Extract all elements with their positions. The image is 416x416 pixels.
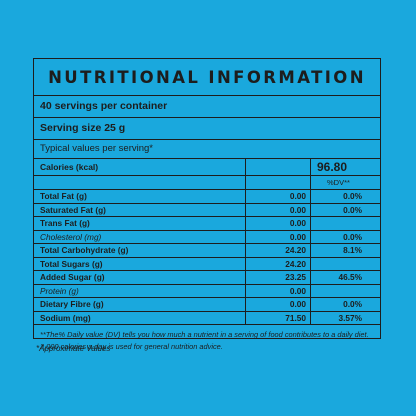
nutrient-value: 24.20: [246, 257, 311, 270]
calories-spacer: [246, 159, 311, 175]
nutrient-name: Total Carbohydrate (g): [34, 244, 246, 257]
nutrient-row: Protein (g) 0.00: [34, 284, 380, 298]
panel-title: NUTRITIONAL INFORMATION: [34, 59, 380, 96]
nutrient-value: 0.00: [246, 217, 311, 230]
nutrient-value: 0.00: [246, 298, 311, 311]
nutrient-name: Total Fat (g): [34, 190, 246, 203]
nutrient-name: Cholesterol (mg): [34, 230, 246, 243]
nutrient-dv: [311, 258, 380, 271]
typical-values: Typical values per serving*: [34, 140, 380, 159]
calories-row: Calories (kcal) 96.80: [34, 159, 380, 176]
nutrient-name: Dietary Fibre (g): [34, 298, 246, 311]
nutrient-value: 0.00: [246, 203, 311, 216]
nutrient-name: Saturated Fat (g): [34, 203, 246, 216]
nutrient-table: Calories (kcal) 96.80 %DV** Total Fat (g…: [34, 159, 380, 325]
nutrient-row: Trans Fat (g) 0.00: [34, 217, 380, 231]
nutrient-name: Added Sugar (g): [34, 271, 246, 284]
nutrient-row: Sodium (mg) 71.50 3.57%: [34, 311, 380, 325]
nutrient-dv: 3.57%: [338, 312, 362, 323]
dv-footnote: **The% Daily value (DV) tells you how mu…: [40, 330, 369, 351]
nutrient-name: Total Sugars (g): [34, 257, 246, 270]
nutrient-row: Saturated Fat (g) 0.00 0.0%: [34, 203, 380, 217]
nutrient-dv: 0.0%: [343, 231, 362, 242]
nutrient-value: 0.00: [246, 190, 311, 203]
dv-header-row: %DV**: [34, 176, 380, 190]
calories-value: 96.80: [317, 160, 348, 174]
nutrient-name: Sodium (mg): [34, 311, 246, 324]
nutrient-value: 23.25: [246, 271, 311, 284]
nutrient-value: 0.00: [246, 230, 311, 243]
nutrient-row: Total Sugars (g) 24.20: [34, 257, 380, 271]
nutrient-row: Added Sugar (g) 23.25 46.5%: [34, 271, 380, 285]
nutrient-dv: [311, 285, 380, 298]
approximate-values-note: *Approximate Values: [36, 344, 111, 353]
nutrient-dv: 8.1%: [343, 245, 362, 255]
nutrient-rows: Total Fat (g) 0.00 0.0% Saturated Fat (g) 0.…: [34, 190, 380, 325]
nutrient-row: Total Carbohydrate (g) 24.20 8.1%: [34, 244, 380, 258]
nutrient-dv: [311, 217, 380, 230]
nutrient-dv: 0.0%: [343, 191, 362, 201]
nutrient-row: Total Fat (g) 0.00 0.0%: [34, 190, 380, 204]
servings-per-container: 40 servings per container: [34, 96, 380, 118]
dv-header: %DV**: [327, 178, 350, 187]
nutrient-row: Dietary Fibre (g) 0.00 0.0%: [34, 298, 380, 312]
nutrient-dv: 0.0%: [343, 299, 362, 309]
nutrient-name: Protein (g): [34, 284, 246, 297]
nutrient-dv: 0.0%: [343, 204, 362, 215]
calories-label: Calories (kcal): [34, 159, 246, 175]
nutrient-dv: 46.5%: [338, 272, 362, 282]
nutrient-name: Trans Fat (g): [34, 217, 246, 230]
nutrition-panel: NUTRITIONAL INFORMATION 40 servings per …: [33, 58, 381, 351]
nutrient-value: 24.20: [246, 244, 311, 257]
nutrient-value: 71.50: [246, 311, 311, 324]
nutrient-value: 0.00: [246, 284, 311, 297]
nutrient-row: Cholesterol (mg) 0.00 0.0%: [34, 230, 380, 244]
serving-size: Serving size 25 g: [34, 118, 380, 140]
